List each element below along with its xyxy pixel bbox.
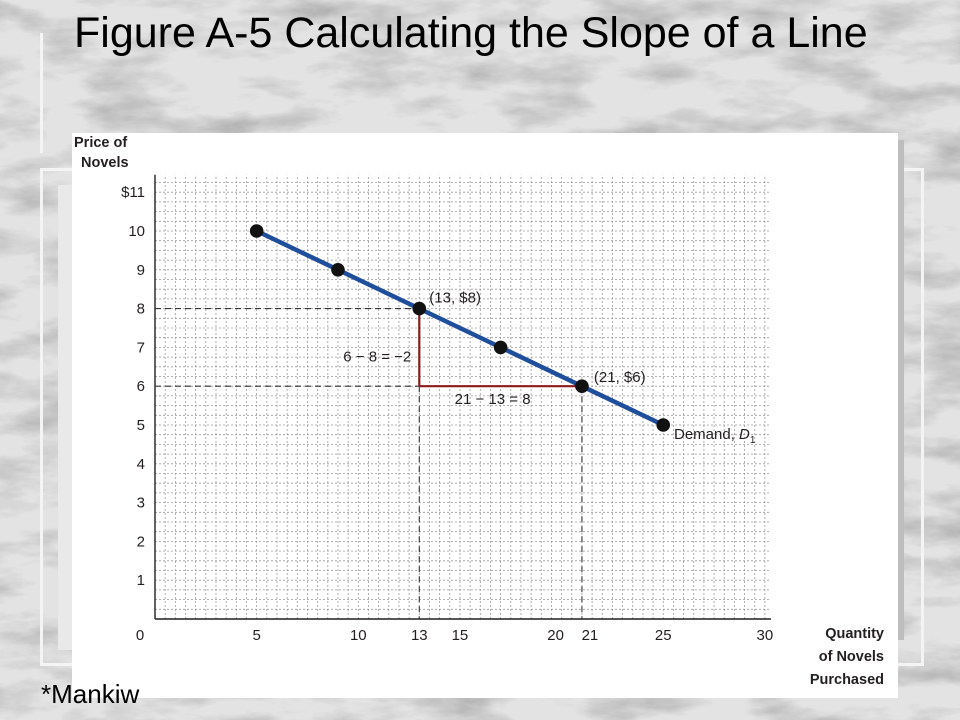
x-tick-label: 30 [757, 627, 774, 644]
y-tick-label: 6 [137, 378, 145, 395]
y-tick-label: 2 [137, 533, 145, 550]
data-point [493, 340, 508, 355]
x-tick-label: 21 [582, 627, 599, 644]
frame-line-inner [58, 185, 72, 650]
data-point [249, 224, 264, 238]
x-axis-label-line2: of Novels [819, 649, 884, 665]
rise-label: 6 − 8 = −2 [343, 348, 411, 365]
y-axis-label-line2: Novels [81, 155, 129, 171]
point-b-label: (21, $6) [594, 369, 646, 386]
y-tick-label: 3 [137, 495, 145, 512]
chart-grid [154, 174, 771, 620]
tick-labels: 1 2 3 4 5 6 7 8 9 10 $11 0 5 10 13 15 20 21 25 30 [121, 184, 773, 644]
data-point [412, 301, 427, 316]
frame-line-left-top [40, 33, 43, 153]
data-point [575, 379, 589, 394]
y-tick-label: 9 [137, 262, 145, 279]
x-tick-label: 25 [655, 627, 672, 644]
data-point [331, 263, 345, 277]
slope-triangle [418, 308, 582, 388]
y-tick-label: $11 [121, 184, 145, 201]
frame-line-left [40, 168, 43, 665]
series-legend-label: Demand, D1 [674, 426, 756, 446]
y-tick-label: 1 [137, 572, 145, 589]
run-label: 21 − 13 = 8 [455, 391, 531, 408]
x-tick-label: 0 [136, 627, 144, 644]
slide-title: Figure A-5 Calculating the Slope of a Li… [74, 9, 868, 57]
guide-lines [155, 308, 583, 619]
x-tick-label: 20 [547, 627, 564, 644]
data-point [656, 418, 671, 432]
y-axis-label-line1: Price of [74, 135, 127, 151]
x-tick-label: 13 [411, 627, 428, 644]
y-tick-label: 8 [137, 301, 145, 318]
frame-line-right [921, 168, 924, 665]
credit-note: *Mankiw [41, 679, 140, 709]
demand-line [254, 228, 666, 428]
x-axis-label-line3: Purchased [810, 672, 884, 688]
point-a-label: (13, $8) [429, 290, 481, 307]
x-tick-label: 5 [252, 627, 260, 644]
x-tick-label: 15 [452, 627, 469, 644]
annotations: (13, $8) (21, $6) 6 − 8 = −2 21 − 13 = 8 [343, 290, 645, 409]
x-tick-label: 10 [350, 627, 367, 644]
y-tick-label: 4 [137, 456, 145, 473]
demand-series [249, 224, 671, 432]
x-axis-label-line1: Quantity [825, 626, 884, 642]
y-tick-label: 7 [137, 339, 145, 356]
y-tick-label: 10 [128, 223, 145, 240]
y-tick-label: 5 [137, 417, 145, 434]
